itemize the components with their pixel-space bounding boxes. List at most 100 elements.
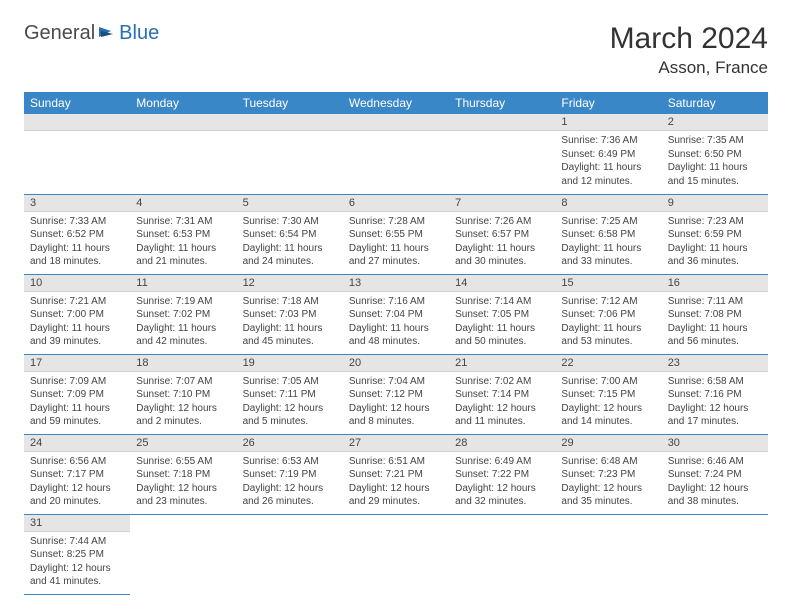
day-header: Sunday xyxy=(24,92,130,114)
day-content: Sunrise: 7:12 AMSunset: 7:06 PMDaylight:… xyxy=(555,292,661,354)
sunset-text: Sunset: 6:59 PM xyxy=(668,228,762,242)
day-number: 18 xyxy=(130,355,236,372)
day-header: Thursday xyxy=(449,92,555,114)
day-number: 6 xyxy=(343,195,449,212)
sunset-text: Sunset: 8:25 PM xyxy=(30,548,124,562)
day-cell: 5Sunrise: 7:30 AMSunset: 6:54 PMDaylight… xyxy=(237,194,343,274)
daylight-text: Daylight: 11 hours and 12 minutes. xyxy=(561,161,655,188)
day-cell: 12Sunrise: 7:18 AMSunset: 7:03 PMDayligh… xyxy=(237,274,343,354)
day-content: Sunrise: 7:25 AMSunset: 6:58 PMDaylight:… xyxy=(555,212,661,274)
day-cell: 31Sunrise: 7:44 AMSunset: 8:25 PMDayligh… xyxy=(24,514,130,594)
day-content: Sunrise: 7:33 AMSunset: 6:52 PMDaylight:… xyxy=(24,212,130,274)
day-cell: 21Sunrise: 7:02 AMSunset: 7:14 PMDayligh… xyxy=(449,354,555,434)
daylight-text: Daylight: 11 hours and 56 minutes. xyxy=(668,322,762,349)
daylight-text: Daylight: 12 hours and 17 minutes. xyxy=(668,402,762,429)
sunrise-text: Sunrise: 7:19 AM xyxy=(136,295,230,309)
daylight-text: Daylight: 11 hours and 15 minutes. xyxy=(668,161,762,188)
day-cell: 6Sunrise: 7:28 AMSunset: 6:55 PMDaylight… xyxy=(343,194,449,274)
day-cell: 30Sunrise: 6:46 AMSunset: 7:24 PMDayligh… xyxy=(662,434,768,514)
day-number-empty xyxy=(130,114,236,131)
sunset-text: Sunset: 6:52 PM xyxy=(30,228,124,242)
day-header: Tuesday xyxy=(237,92,343,114)
day-cell: 28Sunrise: 6:49 AMSunset: 7:22 PMDayligh… xyxy=(449,434,555,514)
day-number: 30 xyxy=(662,435,768,452)
sunset-text: Sunset: 7:17 PM xyxy=(30,468,124,482)
logo: General Blue xyxy=(24,22,159,45)
sunrise-text: Sunrise: 6:58 AM xyxy=(668,375,762,389)
day-cell: 25Sunrise: 6:55 AMSunset: 7:18 PMDayligh… xyxy=(130,434,236,514)
sunrise-text: Sunrise: 7:14 AM xyxy=(455,295,549,309)
day-number: 16 xyxy=(662,275,768,292)
day-number: 2 xyxy=(662,114,768,131)
day-header: Monday xyxy=(130,92,236,114)
sunset-text: Sunset: 7:12 PM xyxy=(349,388,443,402)
day-number: 24 xyxy=(24,435,130,452)
week-row: 31Sunrise: 7:44 AMSunset: 8:25 PMDayligh… xyxy=(24,514,768,594)
day-cell: 26Sunrise: 6:53 AMSunset: 7:19 PMDayligh… xyxy=(237,434,343,514)
day-number: 29 xyxy=(555,435,661,452)
day-cell xyxy=(237,514,343,594)
location: Asson, France xyxy=(610,58,768,78)
sunrise-text: Sunrise: 6:49 AM xyxy=(455,455,549,469)
day-number: 17 xyxy=(24,355,130,372)
day-content: Sunrise: 7:05 AMSunset: 7:11 PMDaylight:… xyxy=(237,372,343,434)
day-cell: 19Sunrise: 7:05 AMSunset: 7:11 PMDayligh… xyxy=(237,354,343,434)
sunrise-text: Sunrise: 7:05 AM xyxy=(243,375,337,389)
day-cell: 17Sunrise: 7:09 AMSunset: 7:09 PMDayligh… xyxy=(24,354,130,434)
day-number: 19 xyxy=(237,355,343,372)
month-title: March 2024 xyxy=(610,22,768,56)
day-content: Sunrise: 7:02 AMSunset: 7:14 PMDaylight:… xyxy=(449,372,555,434)
daylight-text: Daylight: 11 hours and 42 minutes. xyxy=(136,322,230,349)
daylight-text: Daylight: 12 hours and 8 minutes. xyxy=(349,402,443,429)
daylight-text: Daylight: 11 hours and 45 minutes. xyxy=(243,322,337,349)
daylight-text: Daylight: 12 hours and 11 minutes. xyxy=(455,402,549,429)
daylight-text: Daylight: 11 hours and 18 minutes. xyxy=(30,242,124,269)
sunrise-text: Sunrise: 7:12 AM xyxy=(561,295,655,309)
sunset-text: Sunset: 7:19 PM xyxy=(243,468,337,482)
sunrise-text: Sunrise: 7:21 AM xyxy=(30,295,124,309)
day-cell: 9Sunrise: 7:23 AMSunset: 6:59 PMDaylight… xyxy=(662,194,768,274)
daylight-text: Daylight: 11 hours and 48 minutes. xyxy=(349,322,443,349)
sunset-text: Sunset: 7:23 PM xyxy=(561,468,655,482)
day-cell: 22Sunrise: 7:00 AMSunset: 7:15 PMDayligh… xyxy=(555,354,661,434)
day-number: 10 xyxy=(24,275,130,292)
sunset-text: Sunset: 7:04 PM xyxy=(349,308,443,322)
day-number: 26 xyxy=(237,435,343,452)
day-cell xyxy=(24,114,130,194)
day-content: Sunrise: 7:26 AMSunset: 6:57 PMDaylight:… xyxy=(449,212,555,274)
day-content: Sunrise: 7:36 AMSunset: 6:49 PMDaylight:… xyxy=(555,131,661,193)
sunrise-text: Sunrise: 7:07 AM xyxy=(136,375,230,389)
day-cell: 24Sunrise: 6:56 AMSunset: 7:17 PMDayligh… xyxy=(24,434,130,514)
day-number: 25 xyxy=(130,435,236,452)
day-cell xyxy=(130,514,236,594)
day-number: 27 xyxy=(343,435,449,452)
calendar-body: 1Sunrise: 7:36 AMSunset: 6:49 PMDaylight… xyxy=(24,114,768,594)
week-row: 1Sunrise: 7:36 AMSunset: 6:49 PMDaylight… xyxy=(24,114,768,194)
day-content: Sunrise: 6:53 AMSunset: 7:19 PMDaylight:… xyxy=(237,452,343,514)
daylight-text: Daylight: 12 hours and 2 minutes. xyxy=(136,402,230,429)
day-number: 8 xyxy=(555,195,661,212)
day-cell xyxy=(343,114,449,194)
sunrise-text: Sunrise: 7:09 AM xyxy=(30,375,124,389)
logo-text-general: General xyxy=(24,22,95,45)
day-number: 3 xyxy=(24,195,130,212)
daylight-text: Daylight: 11 hours and 30 minutes. xyxy=(455,242,549,269)
day-cell: 29Sunrise: 6:48 AMSunset: 7:23 PMDayligh… xyxy=(555,434,661,514)
day-content: Sunrise: 7:11 AMSunset: 7:08 PMDaylight:… xyxy=(662,292,768,354)
daylight-text: Daylight: 12 hours and 26 minutes. xyxy=(243,482,337,509)
day-number: 13 xyxy=(343,275,449,292)
day-cell xyxy=(662,514,768,594)
sunset-text: Sunset: 7:22 PM xyxy=(455,468,549,482)
day-header: Wednesday xyxy=(343,92,449,114)
sunrise-text: Sunrise: 7:36 AM xyxy=(561,134,655,148)
sunset-text: Sunset: 7:05 PM xyxy=(455,308,549,322)
day-number: 14 xyxy=(449,275,555,292)
daylight-text: Daylight: 12 hours and 5 minutes. xyxy=(243,402,337,429)
day-header: Friday xyxy=(555,92,661,114)
day-cell xyxy=(449,114,555,194)
sunrise-text: Sunrise: 6:55 AM xyxy=(136,455,230,469)
sunrise-text: Sunrise: 7:26 AM xyxy=(455,215,549,229)
sunrise-text: Sunrise: 7:35 AM xyxy=(668,134,762,148)
day-cell xyxy=(343,514,449,594)
day-content: Sunrise: 7:09 AMSunset: 7:09 PMDaylight:… xyxy=(24,372,130,434)
